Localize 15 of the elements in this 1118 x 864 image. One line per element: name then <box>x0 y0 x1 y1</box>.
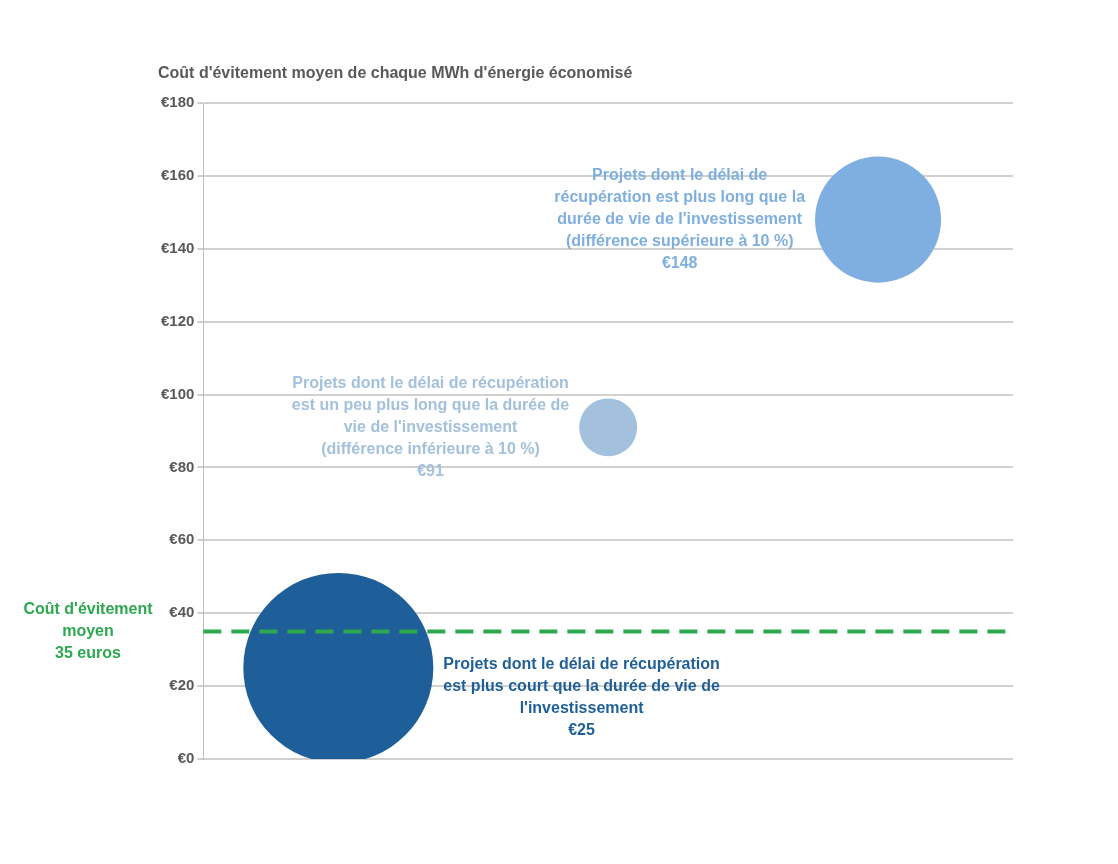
y-tick-label: €40 <box>169 603 195 621</box>
annotation: Projets dont le délai de récupération est plus long que la durée de vie de l'investissement (différence supérieure à 10 %) €148 <box>554 166 806 272</box>
y-tick-label: €180 <box>160 93 195 111</box>
y-tick-label: €120 <box>160 311 195 329</box>
chart-title: Coût d'évitement moyen de chaque MWh d'énergie économisé <box>158 63 633 81</box>
y-tick-label: €80 <box>169 457 195 475</box>
annotation: Projets dont le délai de récupération est plus court que la durée de vie de l'investissement €25 <box>443 655 720 739</box>
y-tick-label: €140 <box>160 238 195 256</box>
ref-line-label: Coût d'évitement moyen 35 euros <box>23 599 154 661</box>
y-tick-label: €60 <box>169 530 195 548</box>
y-tick-label: €100 <box>160 384 195 402</box>
y-tick-label: €0 <box>177 749 195 767</box>
y-tick-label: €160 <box>160 166 195 184</box>
y-tick-label: €20 <box>169 676 195 694</box>
annotation: Projets dont le délai de récupération est un peu plus long que la durée de vie de l'investissement (différence inférieure à 10 %) €91 <box>291 373 570 479</box>
